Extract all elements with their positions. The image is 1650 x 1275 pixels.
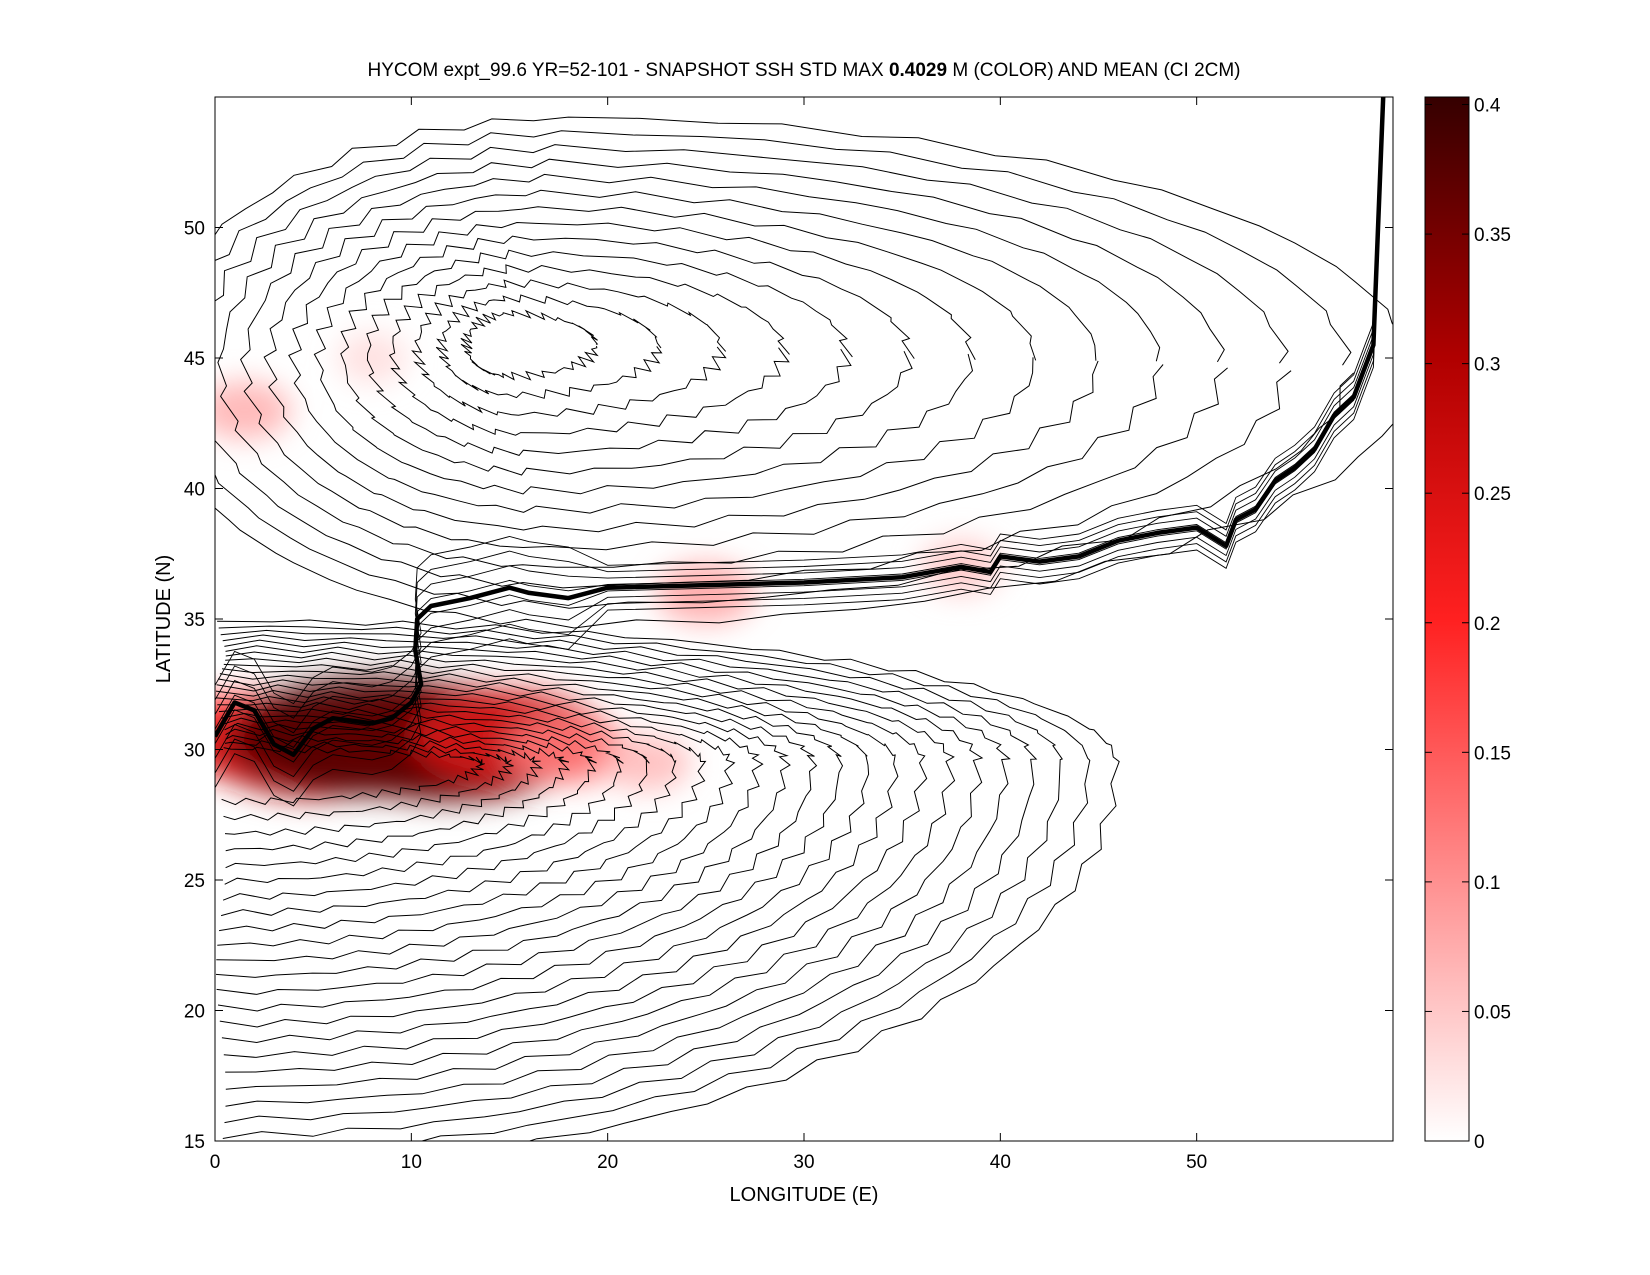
y-tick-label: 50	[184, 219, 205, 240]
colorbar-tick-label: 0	[1474, 1132, 1485, 1153]
contour-line	[340, 235, 915, 476]
contour-line	[223, 740, 514, 821]
y-axis-ticks: 15 20 25 30 35 40 45 50	[184, 219, 1393, 1153]
contour-line	[221, 745, 485, 806]
ssh-std-heatmap	[215, 333, 1003, 803]
x-axis-label: LONGITUDE (E)	[730, 1184, 879, 1206]
contour-line	[223, 657, 928, 1058]
contour-line	[225, 728, 571, 852]
contour-line	[216, 696, 736, 947]
contour-line	[216, 678, 818, 995]
colorbar-tick-label: 0.25	[1474, 484, 1511, 505]
contour-line	[215, 97, 1384, 734]
contour-line	[288, 206, 1037, 514]
heat-spot	[602, 734, 691, 791]
contour-line	[215, 97, 1383, 705]
contour-line	[224, 639, 1011, 1107]
x-tick-label: 40	[990, 1152, 1011, 1173]
x-axis-ticks: 0 10 20 30 40 50	[210, 97, 1207, 1173]
contour-line	[435, 294, 663, 399]
contour-line	[215, 119, 1384, 807]
x-tick-label: 0	[210, 1152, 221, 1173]
contour-line	[217, 619, 1120, 1141]
contour-line	[263, 189, 1099, 533]
contour-line	[460, 309, 599, 381]
plot-background	[215, 97, 1393, 1141]
contour-line	[220, 629, 1064, 1139]
heat-spot	[337, 333, 408, 383]
contour-line	[366, 249, 853, 456]
y-tick-label: 15	[184, 1132, 205, 1153]
contour-line	[218, 625, 1091, 1141]
contour-line	[215, 106, 1384, 778]
colorbar-ticks: 0 0.05 0.1 0.15 0.2 0.25 0.3 0.35 0.4	[1425, 96, 1511, 1153]
contour-line	[215, 97, 1384, 748]
contour-line	[225, 645, 984, 1090]
contour-line	[222, 634, 1038, 1124]
contour-line	[220, 712, 650, 901]
contour-line	[215, 689, 764, 962]
contour-line	[215, 144, 1292, 589]
y-tick-label: 45	[184, 349, 205, 370]
contour-line	[221, 663, 899, 1044]
contour-line	[239, 173, 1164, 551]
colorbar-tick-label: 0.35	[1474, 225, 1511, 246]
contour-line	[215, 112, 1384, 792]
contour-line	[219, 668, 870, 1028]
colorbar-tick-label: 0.15	[1474, 743, 1511, 764]
heat-spot	[655, 562, 756, 623]
colorbar-tick-label: 0.2	[1474, 614, 1500, 635]
colorbar-tick-label: 0.3	[1474, 355, 1500, 376]
colorbar	[1424, 96, 1470, 1142]
contour-line	[411, 279, 727, 417]
colorbar-tick-label: 0.05	[1474, 1002, 1511, 1023]
contour-line	[224, 734, 544, 836]
y-axis-label: LATITUDE (N)	[153, 555, 175, 684]
colorbar-tick-label: 0.4	[1474, 96, 1501, 117]
contour-line	[313, 221, 976, 495]
contour-line	[217, 702, 707, 932]
y-tick-label: 35	[184, 610, 205, 631]
contour-line	[215, 97, 1384, 719]
contour-line	[388, 264, 790, 436]
y-tick-label: 25	[184, 871, 205, 892]
x-tick-label: 20	[597, 1152, 618, 1173]
x-tick-label: 50	[1186, 1152, 1207, 1173]
y-tick-label: 30	[184, 741, 205, 762]
y-tick-label: 40	[184, 480, 205, 501]
chart-title: HYCOM expt_99.6 YR=52-101 - SNAPSHOT SSH…	[367, 60, 1240, 81]
front-contour-line	[215, 97, 1386, 757]
contour-line	[215, 100, 1384, 763]
contour-line	[218, 708, 677, 917]
y-tick-label: 20	[184, 1002, 205, 1023]
contour-line	[215, 116, 1393, 629]
heat-spot	[215, 381, 292, 440]
x-tick-label: 30	[793, 1152, 814, 1173]
contour-line	[215, 684, 791, 978]
contour-line	[225, 651, 956, 1073]
colorbar-tick-label: 0.1	[1474, 873, 1500, 894]
contour-line	[217, 673, 844, 1012]
x-tick-label: 10	[401, 1152, 422, 1173]
contour-line	[217, 158, 1228, 568]
